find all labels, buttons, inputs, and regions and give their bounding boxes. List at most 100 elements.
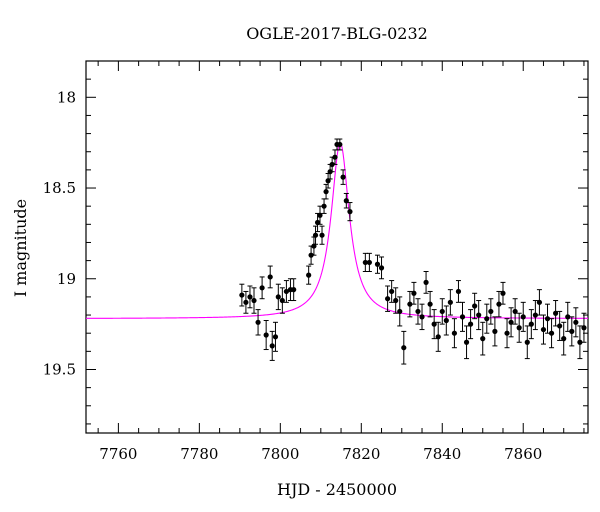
data-point (419, 314, 425, 320)
data-point (544, 316, 551, 322)
data-point (378, 265, 385, 271)
data-point (451, 330, 458, 336)
data-point (259, 285, 265, 291)
x-tick-label: 7760 (99, 445, 137, 463)
data-point (337, 141, 343, 148)
data-point (283, 288, 289, 295)
data-point (439, 308, 445, 315)
data-point (553, 310, 559, 316)
data-point (325, 178, 331, 184)
data-point (540, 326, 547, 333)
data-point (243, 299, 249, 305)
plot-frame (85, 60, 589, 434)
data-point (411, 290, 417, 296)
data-point (463, 339, 470, 345)
chart-title: OGLE-2017-BLG-0232 (246, 24, 428, 43)
data-point (504, 330, 510, 336)
data-point (267, 274, 273, 280)
data-point (347, 209, 353, 215)
x-axis-label: HJD - 2450000 (277, 480, 397, 499)
plot-area: 7760 7780 7800 7820 7840 7860 18 18.5 19 19.5 (43, 60, 589, 463)
data-point (577, 339, 583, 345)
data-point (332, 154, 338, 160)
x-tick-label: 7840 (423, 445, 461, 463)
data-point (488, 308, 494, 315)
data-point (247, 294, 253, 300)
x-tick-label: 7800 (261, 445, 299, 463)
data-point (427, 301, 433, 307)
data-point (459, 314, 466, 320)
data-point (385, 296, 391, 302)
data-point (323, 189, 329, 195)
y-tick-label: 19 (57, 270, 76, 288)
data-point (314, 219, 321, 226)
data-point (443, 317, 449, 324)
model-curve (86, 141, 588, 319)
data-point (415, 308, 421, 315)
data-point (512, 308, 518, 315)
y-axis-label: I magnitude (11, 199, 30, 297)
data-point (269, 343, 275, 349)
x-tick-label: 7780 (180, 445, 218, 463)
data-point (308, 252, 314, 258)
data-point (340, 174, 346, 180)
data-point (573, 319, 579, 325)
data-point (407, 301, 413, 307)
y-tick-label: 19.5 (43, 360, 76, 378)
data-point (508, 319, 514, 325)
data-point (317, 212, 323, 218)
data-point (447, 299, 453, 305)
data-point (255, 319, 261, 325)
data-point (397, 308, 403, 315)
data-point (532, 312, 538, 318)
data-point (561, 336, 567, 342)
data-point (472, 303, 478, 309)
y-tick-label: 18.5 (43, 179, 76, 197)
data-point (329, 161, 335, 168)
data-point (423, 279, 429, 285)
data-point (548, 330, 555, 336)
data-point (319, 232, 325, 238)
y-tick-label: 18 (57, 88, 76, 106)
data-point (528, 321, 534, 327)
data-point (374, 261, 381, 267)
data-point (275, 294, 281, 300)
x-tick-label: 7860 (504, 445, 542, 463)
data-point (496, 301, 502, 307)
data-point (435, 334, 441, 340)
data-point (291, 287, 297, 293)
data-point (581, 325, 587, 331)
data-point (569, 328, 575, 334)
data-point (467, 321, 474, 327)
data-point (480, 336, 486, 342)
data-point (536, 299, 543, 305)
data-point (492, 328, 498, 334)
data-point (343, 198, 349, 204)
data-point (362, 259, 368, 266)
data-point (312, 232, 319, 238)
data-point (455, 288, 462, 295)
data-point (239, 292, 245, 298)
data-point (251, 297, 257, 304)
data-layer (86, 138, 588, 365)
data-point (366, 259, 372, 266)
data-point (401, 345, 407, 351)
data-point (263, 332, 269, 338)
data-point (500, 290, 506, 296)
data-point (516, 325, 522, 331)
data-point (311, 243, 317, 249)
x-tick-label: 7820 (342, 445, 380, 463)
data-point (520, 314, 526, 320)
data-point (306, 272, 312, 278)
data-point (389, 288, 395, 295)
data-point (565, 314, 571, 320)
data-point (272, 334, 279, 340)
data-point (524, 339, 530, 345)
data-point (393, 297, 399, 304)
data-point (431, 321, 437, 327)
data-point (484, 316, 490, 322)
data-point (321, 203, 327, 209)
data-point (557, 323, 563, 329)
data-point (279, 297, 285, 304)
